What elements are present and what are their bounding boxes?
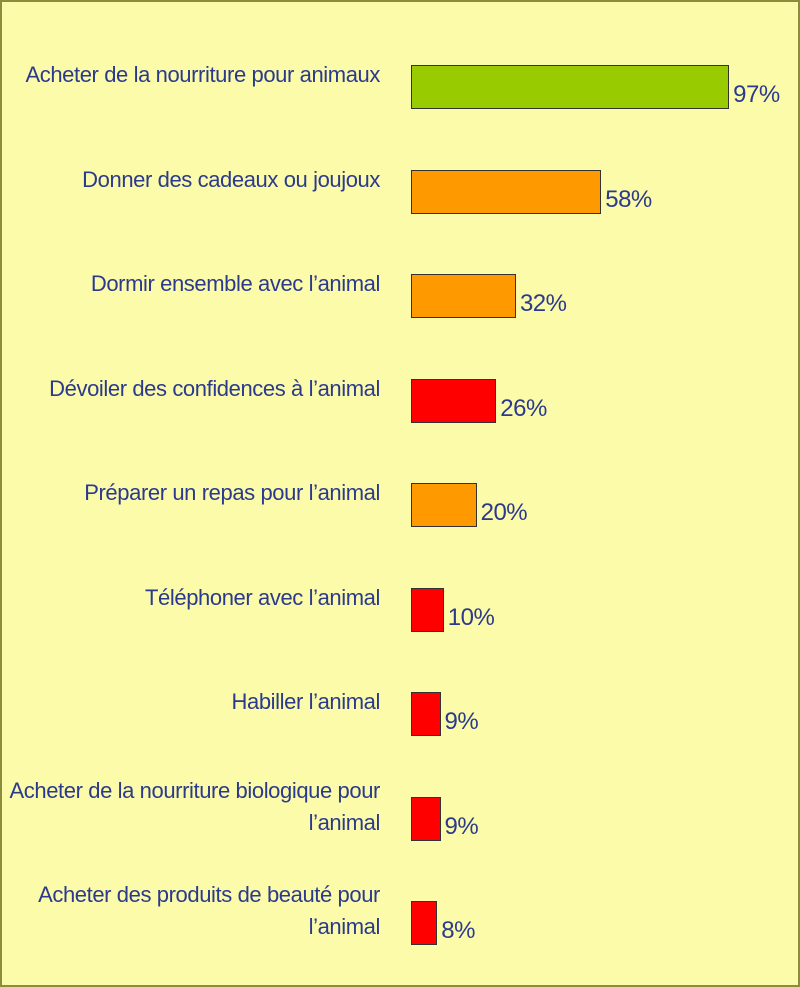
value-label: 58% bbox=[605, 185, 652, 213]
value-label: 20% bbox=[480, 499, 528, 526]
bar bbox=[411, 169, 602, 214]
bar bbox=[411, 378, 497, 423]
category-label: Préparer un repas pour l’animal bbox=[84, 480, 380, 505]
value-label: 8% bbox=[441, 917, 475, 944]
bar bbox=[411, 274, 516, 318]
bar bbox=[411, 587, 444, 632]
value-label: 32% bbox=[519, 290, 567, 317]
category-label: Donner des cadeaux ou joujoux bbox=[82, 166, 380, 192]
category-label: Acheter des produits de beauté pour l’an… bbox=[38, 882, 380, 939]
bar bbox=[411, 796, 441, 841]
value-label: 10% bbox=[447, 603, 495, 631]
category-label: Dormir ensemble avec l’animal bbox=[90, 271, 381, 296]
bar bbox=[411, 65, 730, 109]
category-label: Acheter de la nourriture pour animaux bbox=[25, 62, 380, 87]
bar bbox=[411, 483, 477, 527]
value-label: 9% bbox=[444, 708, 479, 735]
value-label: 26% bbox=[500, 394, 547, 422]
category-label: Acheter de la nourriture biologique pour… bbox=[9, 777, 381, 835]
value-label: 97% bbox=[733, 81, 780, 108]
bar bbox=[411, 692, 441, 736]
category-label: Habiller l’animal bbox=[231, 689, 381, 714]
value-label: 9% bbox=[444, 812, 479, 840]
category-label: Téléphoner avec l’animal bbox=[145, 584, 380, 610]
bar bbox=[411, 901, 438, 945]
category-label: Dévoiler des confidences à l’animal bbox=[49, 375, 380, 401]
